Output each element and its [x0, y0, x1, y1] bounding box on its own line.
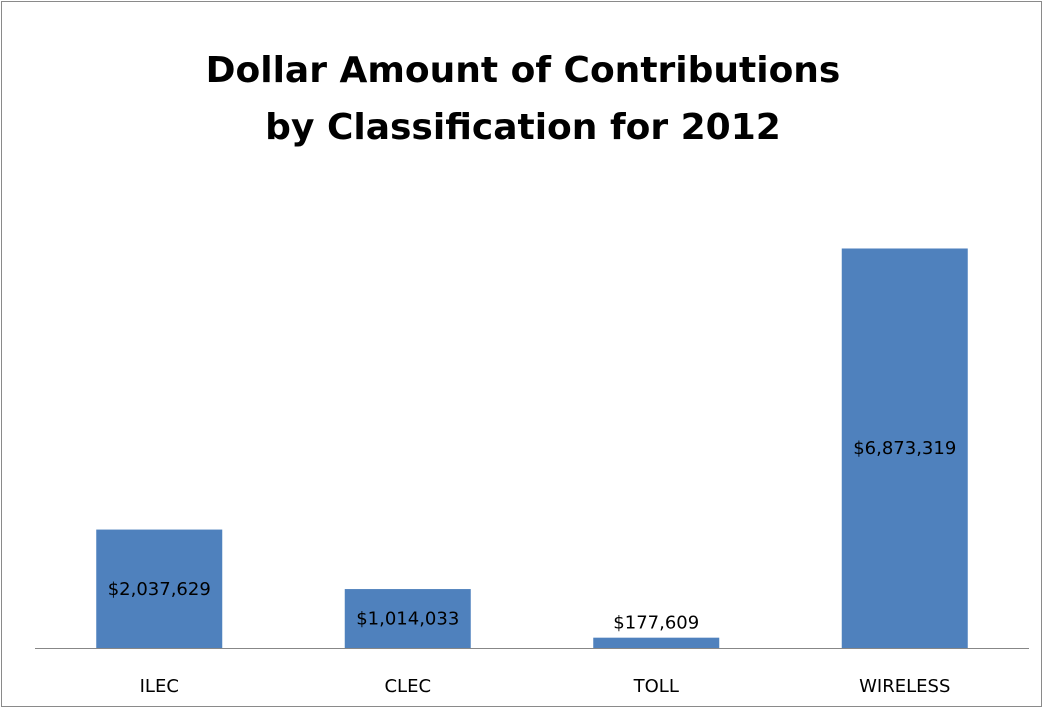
bar-wireless	[841, 248, 968, 648]
chart-title: Dollar Amount of Contributions by Classi…	[0, 42, 1046, 156]
x-tick-label-ilec: ILEC	[140, 676, 179, 697]
bar-value-label-clec: $1,014,033	[356, 609, 459, 630]
bars-group	[96, 248, 968, 648]
bar-ilec	[96, 529, 223, 648]
bar-value-label-wireless: $6,873,319	[853, 438, 956, 459]
bar-value-label-toll: $177,609	[613, 613, 699, 634]
bar-toll	[593, 637, 720, 648]
bar-value-label-ilec: $2,037,629	[108, 579, 211, 600]
chart-title-line-1: Dollar Amount of Contributions	[205, 50, 841, 91]
x-tick-label-clec: CLEC	[384, 676, 431, 697]
bar-clec	[344, 589, 471, 648]
x-tick-label-wireless: WIRELESS	[859, 676, 950, 697]
x-tick-label-toll: TOLL	[633, 676, 679, 697]
bar-value-labels-group: $2,037,629 $1,014,033 $177,609 $6,873,319	[108, 438, 957, 633]
tick-labels-group: ILEC CLEC TOLL WIRELESS	[140, 676, 951, 697]
chart-title-line-2: by Classification for 2012	[265, 107, 781, 148]
